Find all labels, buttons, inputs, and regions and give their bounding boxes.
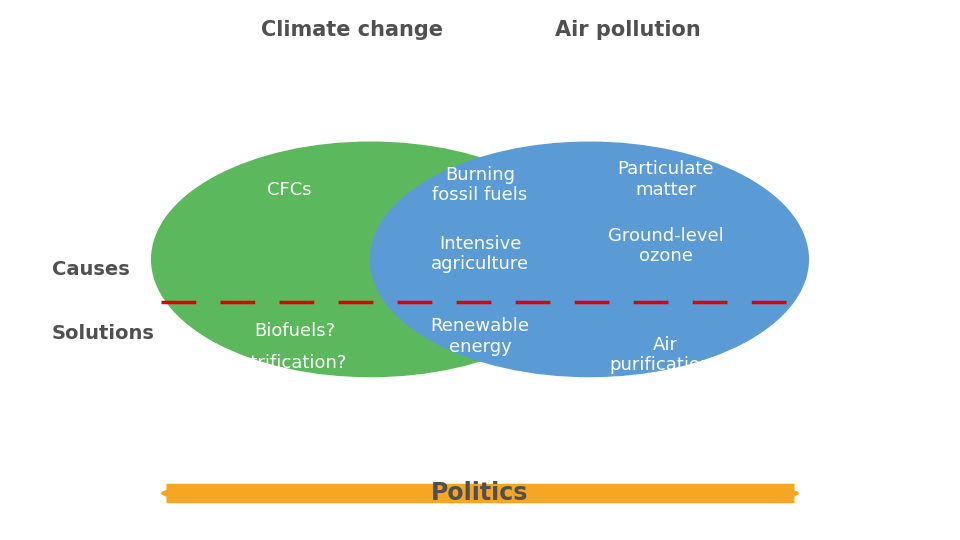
Text: Causes: Causes	[52, 260, 130, 280]
Text: Capture
and store
carbon?: Capture and store carbon?	[280, 392, 366, 451]
Ellipse shape	[152, 142, 589, 376]
Text: Ground-level
ozone: Ground-level ozone	[608, 227, 724, 266]
Text: CFCs: CFCs	[267, 181, 312, 199]
Text: Politics: Politics	[431, 481, 529, 505]
Ellipse shape	[371, 142, 808, 376]
Text: Electrification?: Electrification?	[213, 354, 347, 372]
Text: Biofuels?: Biofuels?	[253, 322, 335, 340]
Text: Burning
fossil fuels: Burning fossil fuels	[432, 166, 528, 204]
Text: Nature?: Nature?	[444, 381, 516, 399]
Text: Air pollution: Air pollution	[555, 20, 701, 40]
Text: Air
purification?: Air purification?	[610, 336, 722, 374]
Text: Renewable
energy: Renewable energy	[430, 317, 530, 356]
Text: Intensive
agriculture: Intensive agriculture	[431, 235, 529, 273]
Text: Solutions: Solutions	[52, 325, 155, 343]
Text: Climate change: Climate change	[260, 20, 443, 40]
Text: Particulate
matter: Particulate matter	[617, 160, 714, 199]
